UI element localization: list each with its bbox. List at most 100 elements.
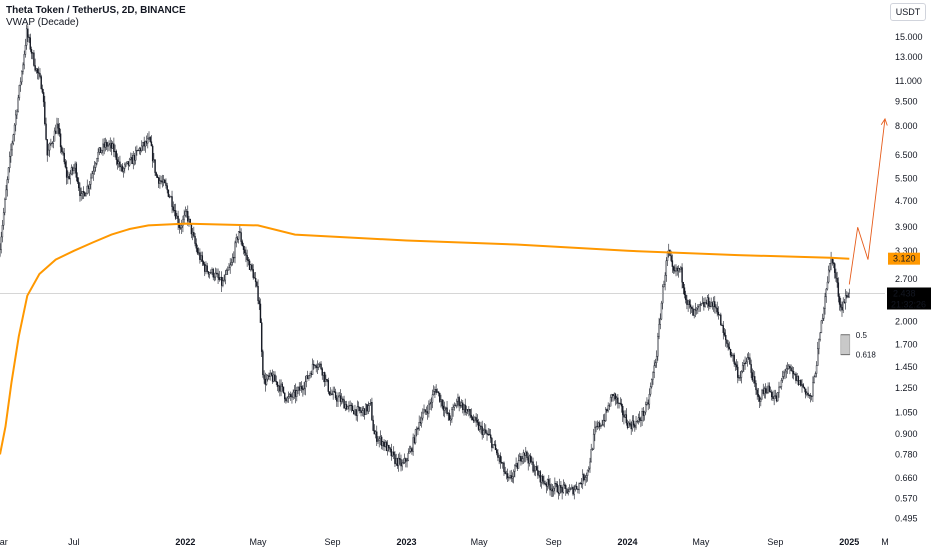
candle-body: [303, 388, 305, 391]
candle-body: [779, 386, 781, 388]
candle-body: [305, 375, 308, 382]
candle-body: [39, 73, 41, 77]
y-tick-label: 2.700: [895, 274, 918, 284]
candle-body: [74, 163, 76, 169]
candle-body: [420, 417, 423, 424]
candle-body: [533, 470, 535, 472]
candle-body: [353, 410, 355, 415]
candle-body: [712, 301, 715, 307]
x-tick-label: May: [692, 537, 710, 547]
candle-body: [102, 143, 104, 151]
candle-body: [838, 296, 841, 305]
candle-body: [428, 403, 430, 414]
x-tick-label: 2025: [839, 537, 859, 547]
indicator-label[interactable]: VWAP (Decade): [6, 17, 79, 28]
candle-body: [368, 403, 371, 406]
candle-body: [142, 142, 144, 147]
symbol-title[interactable]: Theta Token / TetherUS, 2D, BINANCE: [6, 5, 186, 16]
price-axis[interactable]: 18.00015.00013.00011.0009.5008.0006.5005…: [895, 6, 923, 523]
candle-body: [300, 386, 303, 389]
candle-body: [317, 364, 320, 368]
candle-body: [466, 409, 469, 412]
candle-body: [463, 404, 465, 410]
candle-body: [374, 431, 377, 435]
candle-body: [811, 395, 813, 397]
candle-body: [652, 372, 654, 380]
candle-body: [38, 72, 40, 74]
candle-body: [659, 318, 661, 325]
candle-body: [382, 441, 384, 446]
candle-body: [741, 364, 744, 372]
candle-body: [390, 448, 393, 457]
candle-body: [496, 449, 498, 454]
candle-body: [7, 167, 10, 180]
candle-body: [612, 394, 614, 396]
candle-body: [654, 362, 657, 366]
candle-body: [178, 224, 181, 228]
candle-body: [252, 269, 254, 278]
candle-body: [34, 65, 36, 71]
candle-body: [794, 373, 796, 375]
candle-body: [546, 479, 549, 487]
candle-body: [269, 372, 271, 377]
candle-body: [754, 376, 756, 384]
candle-body: [263, 374, 265, 380]
candle-body: [796, 376, 798, 381]
countdown-text: 21:32:26: [891, 299, 926, 309]
candle-body: [498, 455, 500, 458]
y-tick-label: 13.000: [895, 52, 923, 62]
candle-body: [672, 266, 675, 271]
candle-body: [735, 364, 738, 368]
candle-body: [824, 296, 826, 309]
candle-body: [161, 181, 164, 183]
candle-body: [620, 403, 623, 407]
candle-body: [609, 397, 612, 407]
candle-body: [233, 257, 235, 259]
candle-body: [268, 375, 270, 377]
candle-body: [703, 302, 705, 307]
candle-body: [433, 391, 435, 395]
candle-body: [200, 255, 202, 260]
candle-body: [488, 434, 491, 436]
candle-body: [660, 302, 663, 320]
candle-body: [693, 309, 695, 316]
currency-button[interactable]: USDT: [890, 3, 926, 21]
candle-body: [154, 159, 156, 173]
candle-body: [321, 368, 323, 376]
candle-body: [126, 161, 128, 164]
candle-body: [101, 150, 103, 153]
time-axis[interactable]: Mar Jul 2022 May Sep 2023 May Sep 2024 May Sep 2025…: [0, 537, 889, 547]
candle-body: [120, 165, 122, 168]
candle-body: [760, 398, 762, 402]
candle-body: [487, 434, 489, 436]
x-tick-label: 2024: [618, 537, 638, 547]
candle-body: [823, 308, 825, 319]
candle-body: [56, 123, 58, 134]
candle-body: [296, 390, 298, 397]
candle-body: [682, 281, 684, 288]
candle-body: [691, 306, 693, 309]
candle-body: [470, 414, 472, 418]
candle-body: [778, 386, 780, 393]
candle-body: [239, 231, 241, 233]
candle-body: [116, 159, 119, 165]
candle-body: [791, 370, 794, 372]
candle-body: [701, 302, 704, 304]
candle-body: [250, 264, 252, 270]
candle-body: [308, 375, 310, 379]
candle-body: [601, 424, 603, 426]
candle-body: [526, 451, 528, 458]
candle-body: [143, 142, 145, 147]
candle-body: [229, 264, 231, 268]
candle-body: [319, 363, 321, 365]
candle-body: [812, 382, 814, 397]
candle-body: [622, 405, 624, 416]
candle-body: [336, 397, 338, 402]
candle-body: [554, 483, 556, 489]
candle-body: [47, 149, 50, 156]
candle-body: [523, 452, 526, 456]
candle-body: [762, 389, 764, 394]
candle-body: [469, 409, 471, 416]
candle-body: [377, 440, 379, 442]
